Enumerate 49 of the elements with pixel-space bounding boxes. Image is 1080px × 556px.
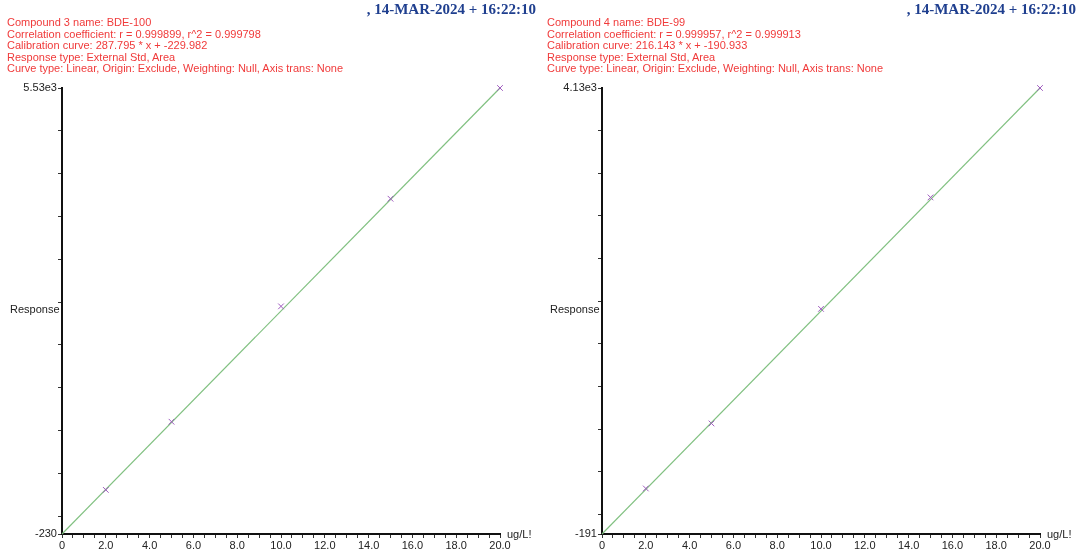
x-tick-label: 0 — [598, 538, 606, 551]
x-tick-label: 12.0 — [854, 538, 876, 551]
point — [387, 195, 394, 203]
text: Curve type: Linear, Origin: Exclude, Weighting: Null, Axis trans: None — [547, 62, 884, 75]
point — [102, 486, 110, 494]
x-tick-label: 2.0 — [638, 538, 654, 551]
point — [642, 485, 650, 492]
text: Calibration curve: 287.795 * x + -229.982 — [7, 39, 209, 52]
x-tick-label: 6.0 — [725, 538, 742, 551]
x-tick-label: 20.0 — [489, 538, 511, 551]
x-tick-label: 14.0 — [897, 538, 920, 551]
y-tick-label: -230 — [34, 527, 57, 540]
y-tick-label: 5.53e3 — [23, 81, 57, 94]
y-tick-label: -191 — [574, 527, 597, 540]
chart-title: , 14-MAR-2024 + 16:22:10 — [366, 1, 536, 18]
x-tick-label: 18.0 — [445, 538, 467, 551]
x-tick-label: 2.0 — [98, 538, 114, 551]
text: Correlation coefficient: r = 0.999899, r^2 = 0.999798 — [7, 27, 262, 41]
point — [168, 418, 175, 426]
text: Calibration curve: 216.143 * x + -190.933 — [547, 39, 749, 52]
x-tick-label: 8.0 — [229, 538, 245, 551]
text: Compound 3 name: BDE-100 — [7, 16, 153, 29]
point — [927, 194, 934, 201]
x-tick-label: 4.0 — [681, 538, 698, 551]
x-axis-title: ug/L! — [1047, 528, 1072, 540]
y-axis-title: Response — [10, 303, 60, 315]
y-axis-title: Response — [550, 303, 600, 315]
x-tick-label: 16.0 — [941, 538, 964, 551]
x-tick-label: 6.0 — [185, 538, 202, 551]
x-tick-label: 4.0 — [141, 538, 158, 551]
x-tick-label: 8.0 — [769, 538, 785, 551]
text: Response type: External Std, Area — [7, 50, 176, 64]
chart-title: , 14-MAR-2024 + 16:22:10 — [906, 1, 1076, 18]
x-tick-label: 10.0 — [810, 538, 832, 551]
y-tick-label: 4.13e3 — [563, 81, 597, 94]
text: Correlation coefficient: r = 0.999957, r^2 = 0.999913 — [547, 27, 802, 41]
x-tick-label: 0 — [58, 538, 66, 551]
x-axis-title: ug/L! — [507, 528, 532, 540]
x-tick-label: 12.0 — [314, 538, 336, 551]
x-tick-label: 20.0 — [1029, 538, 1051, 551]
text: Curve type: Linear, Origin: Exclude, Weighting: Null, Axis trans: None — [7, 62, 344, 75]
x-tick-label: 18.0 — [985, 538, 1007, 551]
point — [817, 305, 825, 313]
text: Compound 4 name: BDE-99 — [547, 16, 687, 29]
x-tick-label: 10.0 — [270, 538, 292, 551]
text: Response type: External Std, Area — [547, 50, 716, 64]
x-tick-label: 14.0 — [357, 538, 380, 551]
point — [277, 303, 285, 310]
x-tick-label: 16.0 — [401, 538, 424, 551]
